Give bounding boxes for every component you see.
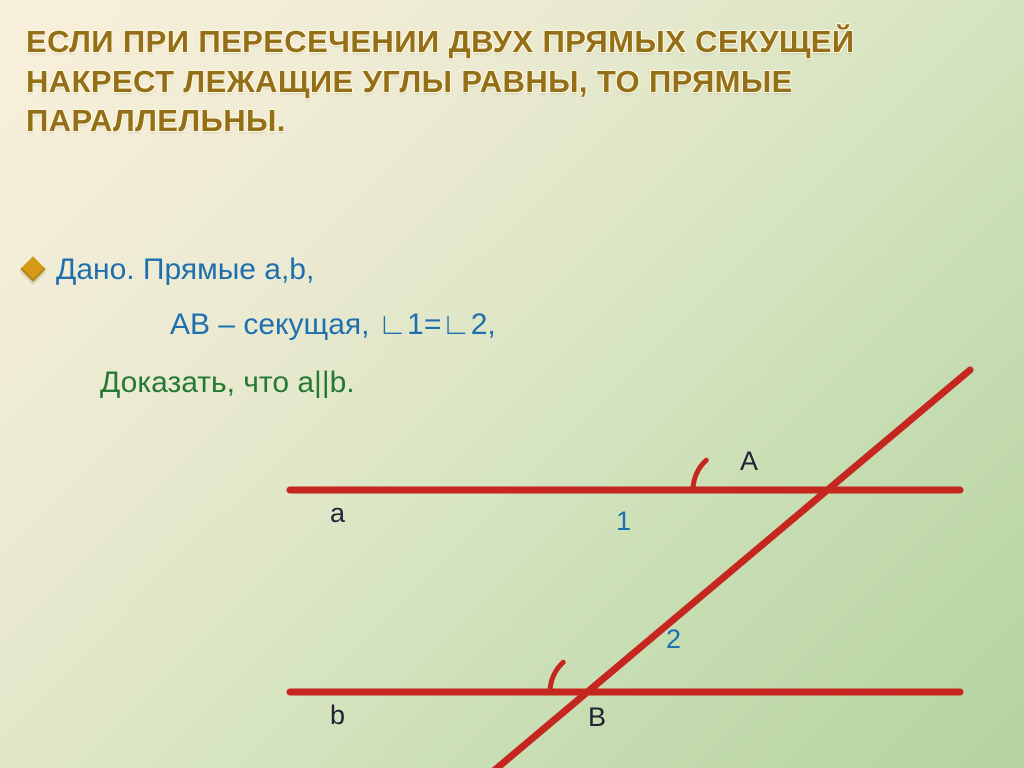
prove-line: Доказать, что a||b.: [100, 366, 355, 400]
label-line-a: a: [330, 498, 345, 529]
angle-arc-2: [550, 662, 563, 692]
slide-content: ЕСЛИ ПРИ ПЕРЕСЕЧЕНИИ ДВУХ ПРЯМЫХ СЕКУЩЕЙ…: [0, 0, 1024, 768]
angle-arc-1: [693, 460, 706, 490]
given-row: Дано. Прямые a,b,: [24, 250, 314, 289]
theorem-title: ЕСЛИ ПРИ ПЕРЕСЕЧЕНИИ ДВУХ ПРЯМЫХ СЕКУЩЕЙ…: [26, 22, 984, 141]
given-line1: Дано. Прямые a,b,: [56, 250, 314, 289]
label-angle-2: 2: [666, 624, 681, 655]
label-line-b: b: [330, 700, 345, 731]
label-angle-1: 1: [616, 506, 631, 537]
theorem-title-text: ЕСЛИ ПРИ ПЕРЕСЕЧЕНИИ ДВУХ ПРЯМЫХ СЕКУЩЕЙ…: [26, 24, 855, 138]
given-line2: AB – секущая, ∟1=∟2,: [170, 308, 496, 342]
diamond-bullet-icon: [20, 256, 45, 281]
transversal-line: [490, 370, 970, 768]
label-point-A: A: [740, 446, 758, 477]
label-point-B: B: [588, 702, 606, 733]
